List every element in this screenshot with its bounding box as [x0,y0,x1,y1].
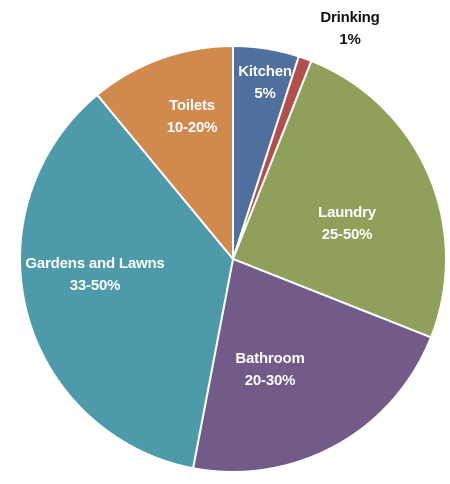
pie-label-value: 20-30% [245,372,296,389]
labels-layer: Kitchen 5% Drinking 1% Laundry 25-50% Bathroom… [25,9,379,389]
pie-label-name: Bathroom [235,350,304,367]
pie-label-value: 10-20% [167,119,218,136]
pie-label-value: 33-50% [70,277,121,294]
pie-label-value: 1% [339,31,360,48]
pie-label-kitchen: Kitchen 5% [238,63,292,102]
pie-slice-toilets [95,44,234,262]
slices-layer [19,44,447,473]
pie-label-drinking: Drinking 1% [320,9,379,48]
pie-label-name: Kitchen [238,63,292,80]
pie-label-name: Gardens and Lawns [25,255,164,272]
pie-label-gardens-and-lawns: Gardens and Lawns 33-50% [25,255,164,294]
pie-label-name: Laundry [318,204,377,221]
pie-label-value: 5% [254,85,275,102]
pie-slice-laundry [231,59,447,339]
pie-label-value: 25-50% [322,226,373,243]
pie-label-bathroom: Bathroom 20-30% [235,350,304,389]
pie-slice-bathroom [191,257,433,473]
pie-label-laundry: Laundry 25-50% [318,204,377,243]
pie-label-name: Toilets [169,97,215,114]
pie-slice-gardens-and-lawns [19,93,235,470]
pie-label-toilets: Toilets 10-20% [167,97,218,136]
pie-label-name: Drinking [320,9,379,26]
